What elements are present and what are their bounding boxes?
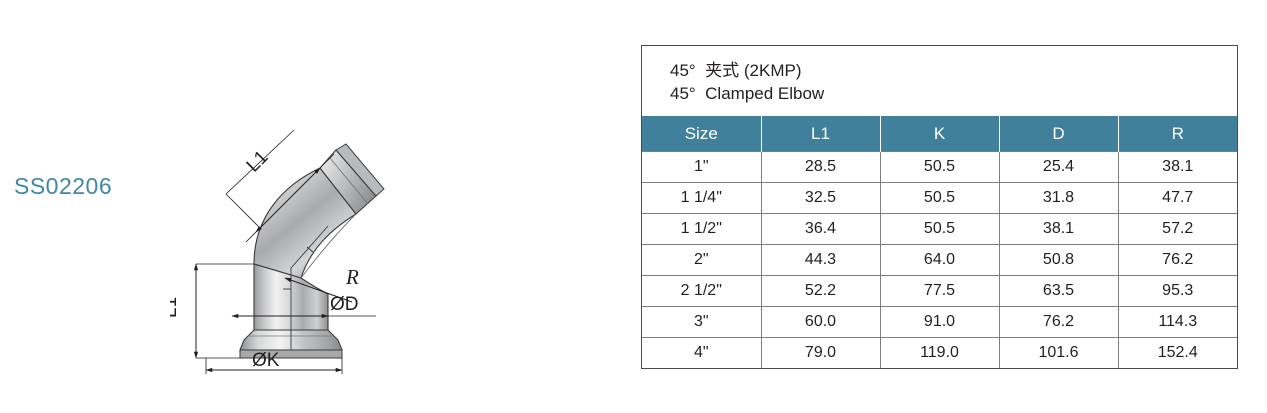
table-row: 1 1/2" 36.4 50.5 38.1 57.2 bbox=[642, 213, 1237, 245]
column-header-size: Size bbox=[642, 116, 762, 152]
cell-d: 50.8 bbox=[998, 244, 1119, 276]
product-technical-drawing: L1 L1 R ØD ØK bbox=[170, 118, 430, 378]
specification-card: 45° 夹式 (2KMP) 45° Clamped Elbow Size L1 … bbox=[641, 45, 1238, 369]
bottom-clamp-flange bbox=[239, 329, 343, 359]
cell-r: 114.3 bbox=[1117, 306, 1237, 338]
cell-size: 1 1/4" bbox=[642, 182, 762, 214]
cell-r: 57.2 bbox=[1117, 213, 1237, 245]
cell-size: 2 1/2" bbox=[642, 275, 762, 307]
table-row: 4" 79.0 119.0 101.6 152.4 bbox=[642, 337, 1237, 368]
cell-size: 3" bbox=[642, 306, 762, 338]
cell-r: 38.1 bbox=[1117, 151, 1237, 183]
cell-l1: 36.4 bbox=[760, 213, 881, 245]
dimension-radius: R bbox=[284, 265, 359, 303]
dimension-label-l1-diagonal: L1 bbox=[243, 147, 273, 177]
dimension-l1-vertical: L1 bbox=[170, 263, 254, 359]
dimension-diameter-d: ØD bbox=[231, 294, 376, 319]
cell-l1: 52.2 bbox=[760, 275, 881, 307]
cell-r: 152.4 bbox=[1117, 337, 1237, 368]
table-row: 1" 28.5 50.5 25.4 38.1 bbox=[642, 151, 1237, 183]
dimensions-table: Size L1 K D R 1" 28.5 50.5 25.4 38.1 1 1… bbox=[642, 116, 1237, 368]
cell-d: 31.8 bbox=[998, 182, 1119, 214]
dimension-diameter-k: ØK bbox=[205, 350, 343, 374]
card-title-chinese: 45° 夹式 (2KMP) bbox=[670, 61, 802, 80]
cell-size: 1" bbox=[642, 151, 762, 183]
table-header-row: Size L1 K D R bbox=[642, 116, 1237, 152]
cell-r: 47.7 bbox=[1117, 182, 1237, 214]
cell-k: 77.5 bbox=[879, 275, 1000, 307]
product-code: SS02206 bbox=[14, 173, 113, 199]
cell-k: 50.5 bbox=[879, 213, 1000, 245]
cell-l1: 32.5 bbox=[760, 182, 881, 214]
dimension-label-radius: R bbox=[345, 265, 359, 289]
cell-l1: 79.0 bbox=[760, 337, 881, 368]
cell-l1: 44.3 bbox=[760, 244, 881, 276]
cell-d: 63.5 bbox=[998, 275, 1119, 307]
cell-k: 50.5 bbox=[879, 182, 1000, 214]
column-header-d: D bbox=[998, 116, 1119, 152]
card-title-english: 45° Clamped Elbow bbox=[670, 84, 825, 103]
card-title-block: 45° 夹式 (2KMP) 45° Clamped Elbow bbox=[642, 46, 1237, 116]
dimension-label-diameter-k: ØK bbox=[252, 350, 280, 371]
cell-d: 76.2 bbox=[998, 306, 1119, 338]
cell-l1: 28.5 bbox=[760, 151, 881, 183]
cell-size: 1 1/2" bbox=[642, 213, 762, 245]
cell-r: 76.2 bbox=[1117, 244, 1237, 276]
cell-size: 2" bbox=[642, 244, 762, 276]
cell-r: 95.3 bbox=[1117, 275, 1237, 307]
table-row: 1 1/4" 32.5 50.5 31.8 47.7 bbox=[642, 182, 1237, 214]
cell-d: 25.4 bbox=[998, 151, 1119, 183]
column-header-r: R bbox=[1117, 116, 1237, 152]
cell-l1: 60.0 bbox=[760, 306, 881, 338]
cell-d: 101.6 bbox=[998, 337, 1119, 368]
table-row: 3" 60.0 91.0 76.2 114.3 bbox=[642, 306, 1237, 338]
cell-k: 119.0 bbox=[879, 337, 1000, 368]
table-row: 2 1/2" 52.2 77.5 63.5 95.3 bbox=[642, 275, 1237, 307]
cell-size: 4" bbox=[642, 337, 762, 368]
top-clamp-flange bbox=[319, 143, 385, 215]
cell-k: 50.5 bbox=[879, 151, 1000, 183]
table-row: 2" 44.3 64.0 50.8 76.2 bbox=[642, 244, 1237, 276]
column-header-l1: L1 bbox=[760, 116, 881, 152]
dimension-label-diameter-d: ØD bbox=[330, 294, 359, 315]
dimension-label-l1-vertical: L1 bbox=[170, 297, 181, 318]
cell-d: 38.1 bbox=[998, 213, 1119, 245]
cell-k: 64.0 bbox=[879, 244, 1000, 276]
cell-k: 91.0 bbox=[879, 306, 1000, 338]
column-header-k: K bbox=[879, 116, 1000, 152]
